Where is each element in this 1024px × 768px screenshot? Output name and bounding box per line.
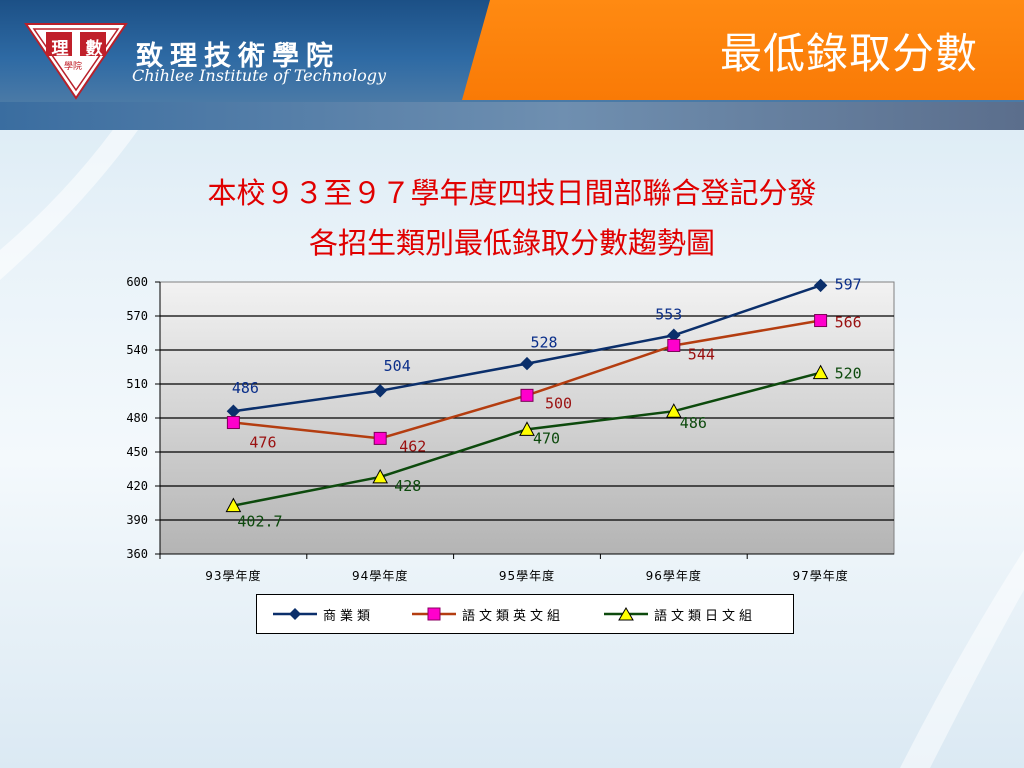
x-tick-label: 96學年度 bbox=[646, 568, 702, 583]
legend-line-triangle-icon bbox=[604, 607, 648, 621]
point-marker bbox=[225, 497, 242, 513]
school-name-english: Chihlee Institute of Technology bbox=[132, 66, 386, 85]
legend-item-3: 語文類日文組 bbox=[604, 595, 756, 633]
header-stripe bbox=[0, 102, 1024, 130]
x-tick-label: 95學年度 bbox=[499, 568, 555, 583]
point-marker bbox=[520, 388, 534, 402]
y-tick-label: 480 bbox=[126, 411, 148, 425]
point-marker bbox=[226, 416, 240, 430]
slide-title: 最低錄取分數 bbox=[719, 29, 978, 78]
x-axis: 93學年度 94學年度 95學年度 96學年度 97學年度 bbox=[159, 553, 894, 583]
point-marker bbox=[519, 421, 535, 436]
school-logo bbox=[24, 22, 128, 100]
data-label: 486 bbox=[232, 379, 259, 397]
data-label: 597 bbox=[835, 275, 862, 293]
legend-line-diamond-icon bbox=[273, 608, 317, 620]
y-tick-label: 570 bbox=[126, 309, 148, 323]
point-marker bbox=[665, 403, 682, 418]
series-layer bbox=[225, 278, 829, 513]
point-marker bbox=[814, 314, 828, 328]
legend-label-1: 商業類 bbox=[323, 608, 375, 624]
x-tick-label: 93學年度 bbox=[205, 568, 261, 583]
legend-line-square-icon bbox=[412, 607, 456, 621]
data-label: 462 bbox=[399, 437, 426, 455]
gridlines bbox=[160, 315, 894, 521]
data-label: 476 bbox=[249, 434, 276, 452]
data-label: 428 bbox=[394, 477, 421, 495]
data-label: 504 bbox=[384, 357, 411, 375]
y-axis: 360 390 420 450 480 510 540 570 600 bbox=[126, 275, 161, 561]
point-marker bbox=[812, 364, 829, 380]
data-label: 544 bbox=[688, 345, 715, 363]
data-label: 486 bbox=[680, 414, 707, 432]
point-marker bbox=[520, 356, 534, 371]
data-label: 402.7 bbox=[237, 513, 282, 531]
chart-title-line-2: 各招生類別最低錄取分數趨勢圖 bbox=[308, 226, 715, 260]
chart-legend: 商業類 語文類英文組 語文類日文組 bbox=[256, 594, 794, 634]
legend-label-3: 語文類日文組 bbox=[654, 608, 757, 624]
point-marker bbox=[373, 384, 387, 398]
y-tick-label: 540 bbox=[126, 343, 148, 357]
point-marker bbox=[667, 338, 681, 352]
data-label: 566 bbox=[835, 314, 862, 332]
y-tick-label: 390 bbox=[126, 513, 148, 527]
data-label: 470 bbox=[533, 429, 560, 447]
title-tab bbox=[462, 0, 1024, 100]
legend-item-1: 商業類 bbox=[273, 595, 374, 633]
logo-char-1: 理 bbox=[51, 39, 69, 59]
point-marker bbox=[372, 468, 389, 484]
legend-item-2: 語文類英文組 bbox=[412, 595, 564, 633]
y-tick-label: 600 bbox=[126, 275, 148, 289]
school-name: 致理技術學院 bbox=[136, 41, 340, 72]
point-marker bbox=[813, 278, 828, 293]
data-labels: 486 504 528 553 597 476 462 500 544 566 402.7 428 47… bbox=[232, 275, 862, 530]
chart-title-line-1: 本校９３至９７學年度四技日間部聯合登記分發 bbox=[207, 176, 817, 210]
logo-char-2: 數 bbox=[85, 39, 103, 59]
data-label: 553 bbox=[655, 305, 682, 323]
y-tick-label: 420 bbox=[126, 479, 148, 493]
logo-char-3: 學院 bbox=[64, 62, 83, 72]
background-decor bbox=[0, 130, 1024, 768]
legend-label-2: 語文類英文組 bbox=[462, 608, 565, 624]
x-tick-label: 94學年度 bbox=[352, 568, 408, 583]
data-label: 528 bbox=[530, 334, 557, 352]
y-tick-label: 450 bbox=[126, 445, 148, 459]
point-marker bbox=[373, 431, 387, 445]
x-tick-label: 97學年度 bbox=[792, 568, 848, 583]
data-label: 520 bbox=[835, 365, 862, 383]
y-tick-label: 360 bbox=[126, 547, 148, 561]
data-label: 500 bbox=[545, 394, 572, 412]
y-tick-label: 510 bbox=[126, 377, 148, 391]
